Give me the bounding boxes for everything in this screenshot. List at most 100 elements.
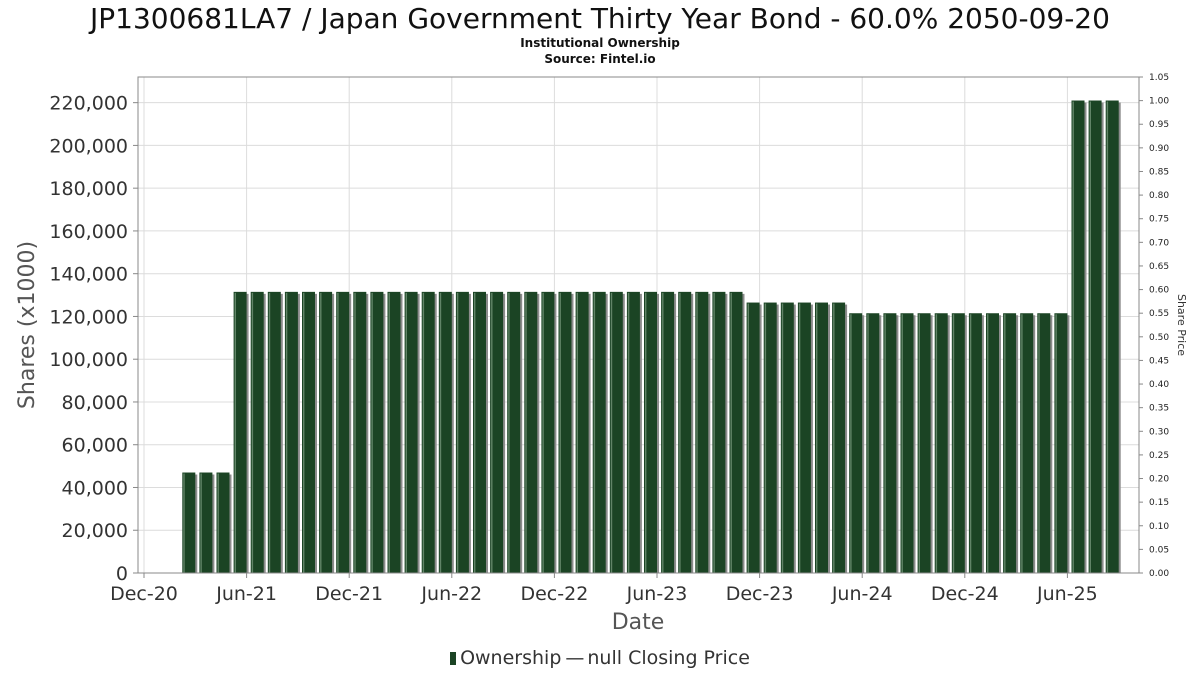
- y2-tick-label: 0.10: [1149, 522, 1169, 532]
- ownership-bar: [900, 313, 914, 573]
- y2-tick-label: 0.05: [1149, 545, 1169, 555]
- ownership-bar: [267, 291, 281, 573]
- bar-highlight: [542, 292, 544, 573]
- x-tick-label: Dec-22: [520, 583, 588, 605]
- ownership-bar: [1105, 100, 1119, 573]
- y-tick-label: 180,000: [49, 178, 128, 200]
- bar-highlight: [1089, 101, 1092, 573]
- bar-highlight: [251, 292, 254, 573]
- x-tick-label: Dec-21: [315, 583, 383, 605]
- ownership-bar: [883, 313, 897, 573]
- ownership-bar: [421, 291, 435, 573]
- bar-highlight: [320, 292, 322, 573]
- bar-highlight: [645, 292, 647, 573]
- bar-highlight: [508, 292, 510, 573]
- ownership-bar: [609, 291, 623, 573]
- ownership-bar: [729, 291, 743, 573]
- bar-highlight: [1055, 314, 1057, 573]
- ownership-bar: [404, 291, 418, 573]
- y-tick-label: 40,000: [62, 477, 128, 499]
- x-axis-title: Date: [612, 610, 665, 635]
- y2-tick-label: 0.35: [1149, 404, 1169, 414]
- bar-highlight: [354, 292, 356, 573]
- y2-tick-label: 0.75: [1149, 215, 1169, 225]
- ownership-bar: [1088, 100, 1102, 573]
- ownership-bar: [1054, 313, 1068, 573]
- y2-tick-label: 0.60: [1149, 286, 1169, 296]
- y-tick-label: 80,000: [62, 392, 128, 414]
- x-tick-label: Dec-20: [110, 583, 178, 605]
- x-axis: Dec-20 Jun-21 Dec-21 Jun-22 Dec-22 Jun-23 Dec-…: [110, 573, 1098, 605]
- bar-highlight: [525, 292, 527, 573]
- ownership-bar: [849, 313, 863, 573]
- x-tick-label: Jun-25: [1036, 583, 1098, 605]
- bar-highlight: [593, 292, 596, 573]
- ownership-bar: [438, 291, 452, 573]
- ownership-bar: [1020, 313, 1034, 573]
- bar-highlight: [559, 292, 561, 573]
- bar-highlight: [474, 292, 476, 573]
- ownership-bar: [986, 313, 1000, 573]
- y-tick-label: 200,000: [49, 135, 128, 157]
- bar-highlight: [1021, 314, 1023, 573]
- ownership-bars: [182, 100, 1121, 573]
- y2-tick-label: 1.05: [1149, 73, 1169, 83]
- legend-price: null Closing Price: [587, 647, 750, 669]
- bar-highlight: [850, 314, 852, 573]
- y-tick-label: 0: [116, 563, 128, 585]
- bar-highlight: [439, 292, 442, 573]
- ownership-bar: [250, 291, 264, 573]
- bar-highlight: [491, 292, 493, 573]
- bar-highlight: [867, 314, 869, 573]
- y2-tick-label: 0.80: [1149, 191, 1169, 201]
- chart-subtitle: Institutional Ownership: [520, 36, 680, 50]
- ownership-bar: [541, 291, 555, 573]
- bar-highlight: [730, 292, 732, 573]
- ownership-bar: [815, 302, 829, 573]
- bar-highlight: [234, 292, 237, 573]
- ownership-bar: [575, 291, 589, 573]
- bar-highlight: [884, 314, 886, 573]
- bar-highlight: [901, 314, 903, 573]
- bar-highlight: [610, 292, 613, 573]
- ownership-chart: 0 20,000 40,000 60,000 80,000 100,000 120,000 1…: [15, 73, 1188, 635]
- y2-tick-label: 0.00: [1149, 569, 1169, 579]
- x-tick-label: Jun-23: [626, 583, 688, 605]
- ownership-bar: [336, 291, 350, 573]
- ownership-bar: [216, 472, 230, 573]
- bar-highlight: [798, 303, 801, 573]
- y2-tick-label: 0.70: [1149, 238, 1169, 248]
- y-tick-label: 100,000: [49, 349, 128, 371]
- y2-tick-label: 0.25: [1149, 451, 1169, 461]
- legend: Ownership — null Closing Price: [0, 647, 1200, 669]
- y2-tick-label: 0.45: [1149, 356, 1169, 366]
- y2-tick-label: 0.20: [1149, 475, 1169, 485]
- ownership-bar: [746, 302, 760, 573]
- ownership-bar: [353, 291, 367, 573]
- ownership-bar: [695, 291, 709, 573]
- y-tick-label: 60,000: [62, 435, 128, 457]
- ownership-bar: [592, 291, 606, 573]
- bar-highlight: [1038, 314, 1040, 573]
- ownership-bar: [524, 291, 538, 573]
- bar-highlight: [696, 292, 698, 573]
- bar-highlight: [576, 292, 579, 573]
- y2-tick-label: 0.55: [1149, 309, 1169, 319]
- bar-highlight: [679, 292, 681, 573]
- ownership-bar: [302, 291, 316, 573]
- ownership-bar: [1071, 100, 1085, 573]
- y2-tick-label: 0.30: [1149, 427, 1169, 437]
- ownership-bar: [626, 291, 640, 573]
- ownership-bar: [558, 291, 572, 573]
- bar-highlight: [747, 303, 750, 573]
- bar-highlight: [1004, 314, 1006, 573]
- bar-highlight: [217, 473, 219, 573]
- bar-highlight: [987, 314, 989, 573]
- y-axis-title: Shares (x1000): [15, 241, 40, 409]
- ownership-bar: [832, 302, 846, 573]
- y2-tick-label: 0.85: [1149, 167, 1169, 177]
- bar-highlight: [627, 292, 630, 573]
- ownership-bar: [797, 302, 811, 573]
- ownership-swatch-icon: [450, 652, 457, 665]
- ownership-bar: [968, 313, 982, 573]
